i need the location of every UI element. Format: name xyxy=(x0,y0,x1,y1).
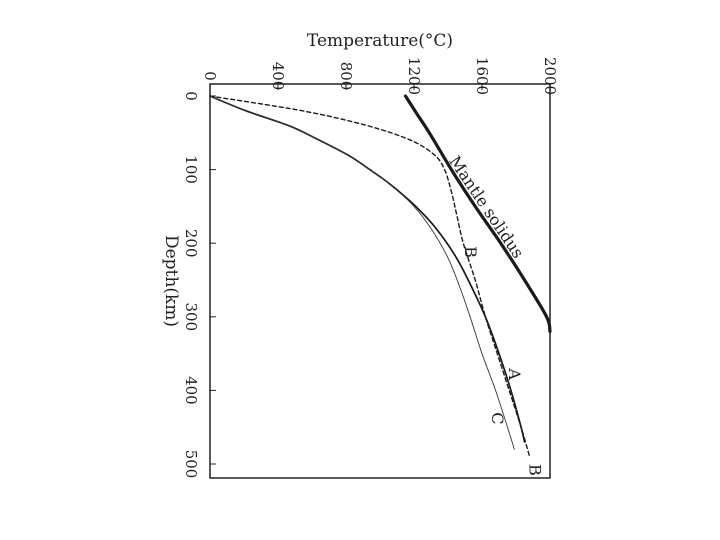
series-line xyxy=(403,94,552,334)
series-group xyxy=(209,94,552,458)
depth-tick-label: 500 xyxy=(182,450,200,479)
temperature-tick-label: 1600 xyxy=(473,57,491,95)
depth-tick-label: 200 xyxy=(182,229,200,258)
temperature-tick-label: 800 xyxy=(337,62,355,91)
curve-label: B xyxy=(526,464,545,476)
curve-label: A xyxy=(505,367,524,380)
depth-tick-label: 100 xyxy=(182,155,200,184)
plot-frame xyxy=(209,83,551,479)
series-line xyxy=(209,95,526,443)
curve-label: Mantle solidus xyxy=(445,152,527,261)
temperature-tick-label: 0 xyxy=(201,71,219,81)
depth-tick-label: 400 xyxy=(182,376,200,405)
temperature-tick-label: 400 xyxy=(269,62,287,91)
depth-axis-title: Depth(km) xyxy=(161,235,181,327)
tick-group: 0 100 200 300 400 500 0 400 800 1200 1600 2000 xyxy=(182,57,559,478)
curve-label: B xyxy=(461,246,480,258)
depth-tick-label: 300 xyxy=(182,302,200,331)
series-line xyxy=(209,95,515,450)
depth-tick-label: 0 xyxy=(182,91,200,101)
temperature-tick-label: 2000 xyxy=(541,57,559,95)
series-line xyxy=(209,95,531,458)
temperature-tick-label: 1200 xyxy=(405,57,423,95)
temperature-axis-title: Temperature(°C) xyxy=(307,31,453,51)
curve-label: C xyxy=(488,412,507,424)
